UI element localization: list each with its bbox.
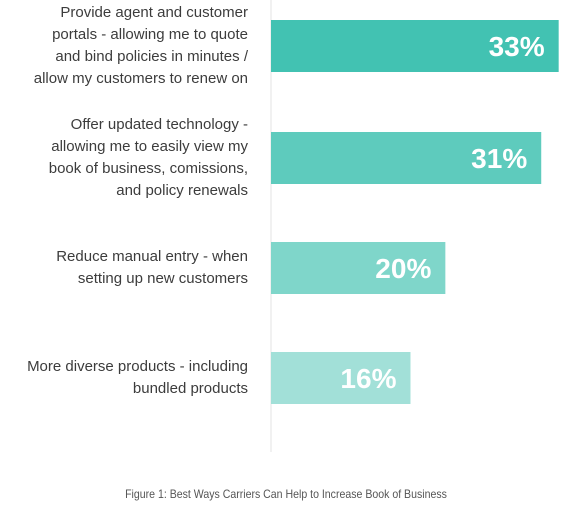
bar-value-label-2: 31% [471,143,527,174]
category-label-1: Provide agent and customer portals - all… [33,4,248,87]
bar-value-label-1: 33% [489,31,545,62]
category-label-3: Reduce manual entry - when setting up ne… [56,248,248,287]
figure-caption: Figure 1: Best Ways Carriers Can Help to… [125,487,447,501]
bar-value-label-4: 16% [340,363,396,394]
bar-3 [271,242,446,294]
bar-4 [271,352,411,404]
bar-value-label-3: 20% [375,253,431,284]
category-label-4: More diverse products - including bundle… [27,358,248,397]
bar-2 [271,132,542,184]
category-label-2: Offer updated technology - allowing me t… [48,116,248,199]
bar-1 [271,20,559,72]
